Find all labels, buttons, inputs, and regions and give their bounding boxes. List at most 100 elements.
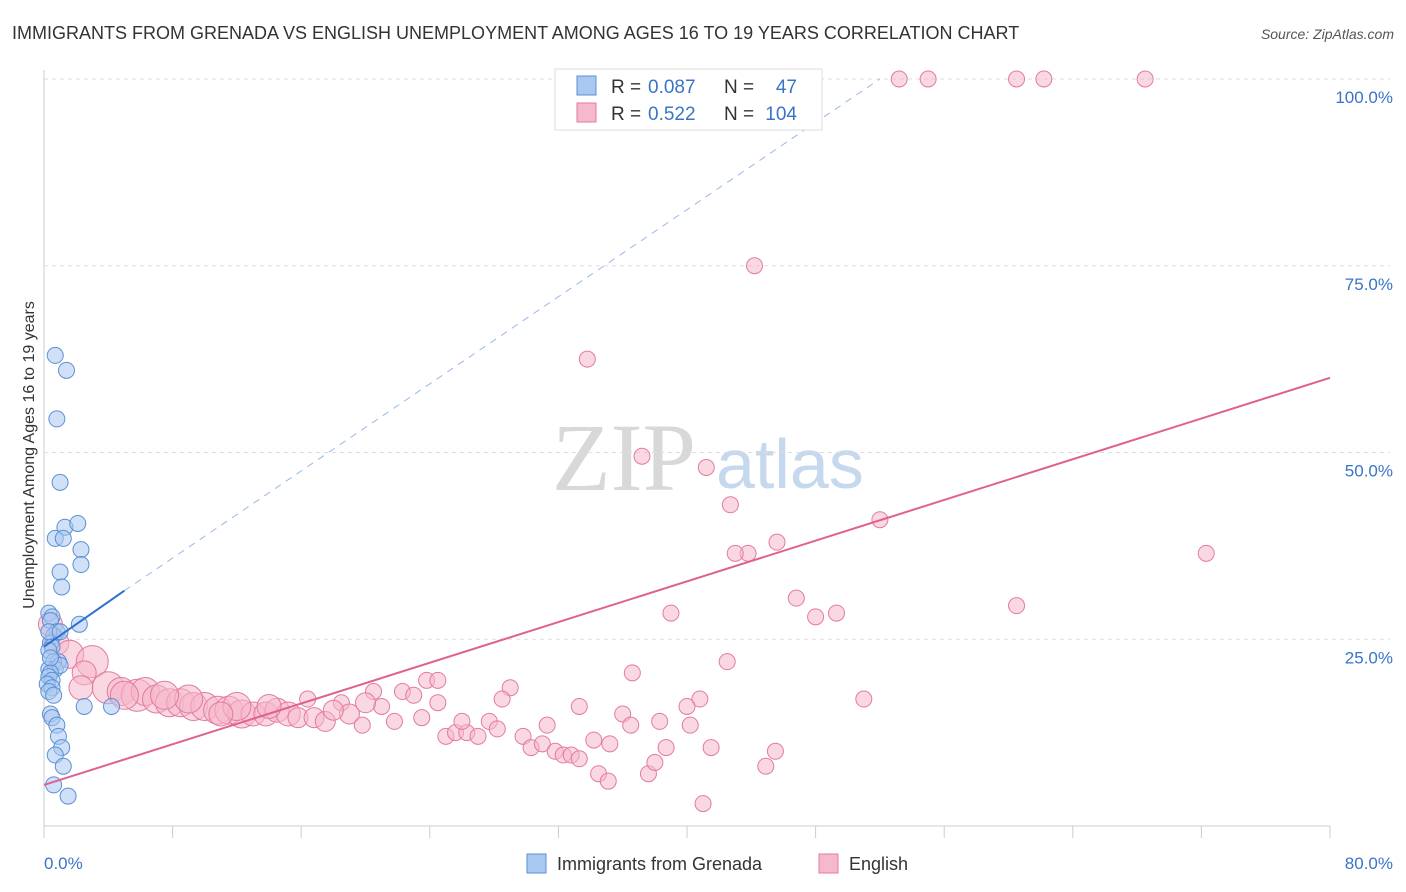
y-tick-label-50: 50.0% [1345,462,1393,481]
english-point [1008,70,1026,88]
english-point [68,675,94,701]
english-point [807,608,825,626]
grenada-series [38,346,121,805]
english-point [746,257,764,275]
legend-r-value-english: 0.522 [648,104,696,125]
grenada-trend-line [43,589,125,648]
legend-n-label-grenada: N = [724,77,754,98]
y-axis-label: Unemployment Among Ages 16 to 19 years [21,301,38,609]
english-point [453,712,471,730]
english-point [413,709,431,727]
english-trend-line [43,376,1331,786]
grenada-point [54,757,72,775]
x-tick-label-max: 80.0% [1345,854,1393,873]
english-point [469,727,487,745]
chart-title: IMMIGRANTS FROM GRENADA VS ENGLISH UNEMP… [12,23,1019,43]
grenada-point [54,529,72,547]
y-tick-label-75: 75.0% [1345,275,1393,294]
english-point [355,692,376,714]
english-point [919,70,937,88]
chart-source: Source: ZipAtlas.com [1261,26,1394,42]
english-point [678,697,696,715]
stats-legend-box [554,68,823,131]
y-tick-label-25: 25.0% [1345,648,1393,667]
watermark-atlas: atlas [716,425,864,503]
english-point [855,690,873,708]
grid-lines [44,78,1390,640]
english-point [1136,70,1154,88]
legend-n-label-english: N = [724,104,754,125]
watermark-zip: ZIP [552,404,696,511]
grenada-point [69,514,87,532]
grenada-point [75,697,93,715]
english-point [651,712,669,730]
stats-legend: R = 0.087 N = 47 R = 0.522 N = 104 [554,68,823,131]
english-point [150,680,180,710]
english-point [721,496,739,514]
english-point [766,742,784,760]
english-point [726,544,744,562]
y-tick-labels: 100.0% 75.0% 50.0% 25.0% [1335,88,1393,667]
english-point [1197,544,1215,562]
english-point [890,70,908,88]
english-point [691,690,709,708]
x-tick-label-min: 0.0% [44,854,83,873]
legend-r-value-grenada: 0.087 [648,77,696,98]
english-point [373,697,391,715]
english-point [657,739,675,757]
english-point [429,694,447,712]
grenada-point [45,686,63,704]
grenada-point [51,623,69,641]
english-point [493,690,511,708]
grenada-point [72,556,90,574]
trend-lines [43,78,1331,786]
legend-swatch-english [576,102,597,123]
grenada-point [59,787,77,805]
english-point [174,684,204,714]
english-point [585,731,603,749]
x-ticks [43,826,1331,838]
grenada-point [72,541,90,559]
english-point [718,653,736,671]
grenada-point [41,649,59,667]
english-point [646,754,664,772]
english-point [694,795,712,813]
english-point [256,693,282,719]
english-point [385,712,403,730]
english-point [662,604,680,622]
english-point [601,735,619,753]
grenada-point [53,578,71,596]
english-point [787,589,805,607]
legend-swatch-grenada [576,75,597,96]
grenada-point [51,563,69,581]
grenada-point [51,473,69,491]
english-point [488,720,506,738]
grenada-point [103,697,121,715]
grenada-point [58,361,76,379]
grenada-point [48,410,66,428]
english-point [827,604,845,622]
english-point [322,699,344,721]
legend-r-label-english: R = [611,104,641,125]
watermark: ZIP atlas [552,404,864,511]
english-point [570,750,588,768]
english-point [623,664,641,682]
english-point [681,716,699,734]
bottom-legend-label-grenada: Immigrants from Grenada [557,854,763,874]
english-point [538,716,556,734]
bottom-legend-label-english: English [849,854,908,874]
english-point [208,701,234,727]
legend-n-value-grenada: 47 [776,77,797,98]
y-tick-label-100: 100.0% [1335,88,1393,107]
english-point [533,735,551,753]
english-point [429,671,447,689]
bottom-legend-swatch-english [818,853,839,874]
bottom-legend-swatch-grenada [526,853,547,874]
english-point [570,697,588,715]
english-point [1008,597,1026,615]
english-point [622,716,640,734]
english-point [1035,70,1053,88]
grenada-trend-extension [124,78,881,592]
english-point [633,447,651,465]
